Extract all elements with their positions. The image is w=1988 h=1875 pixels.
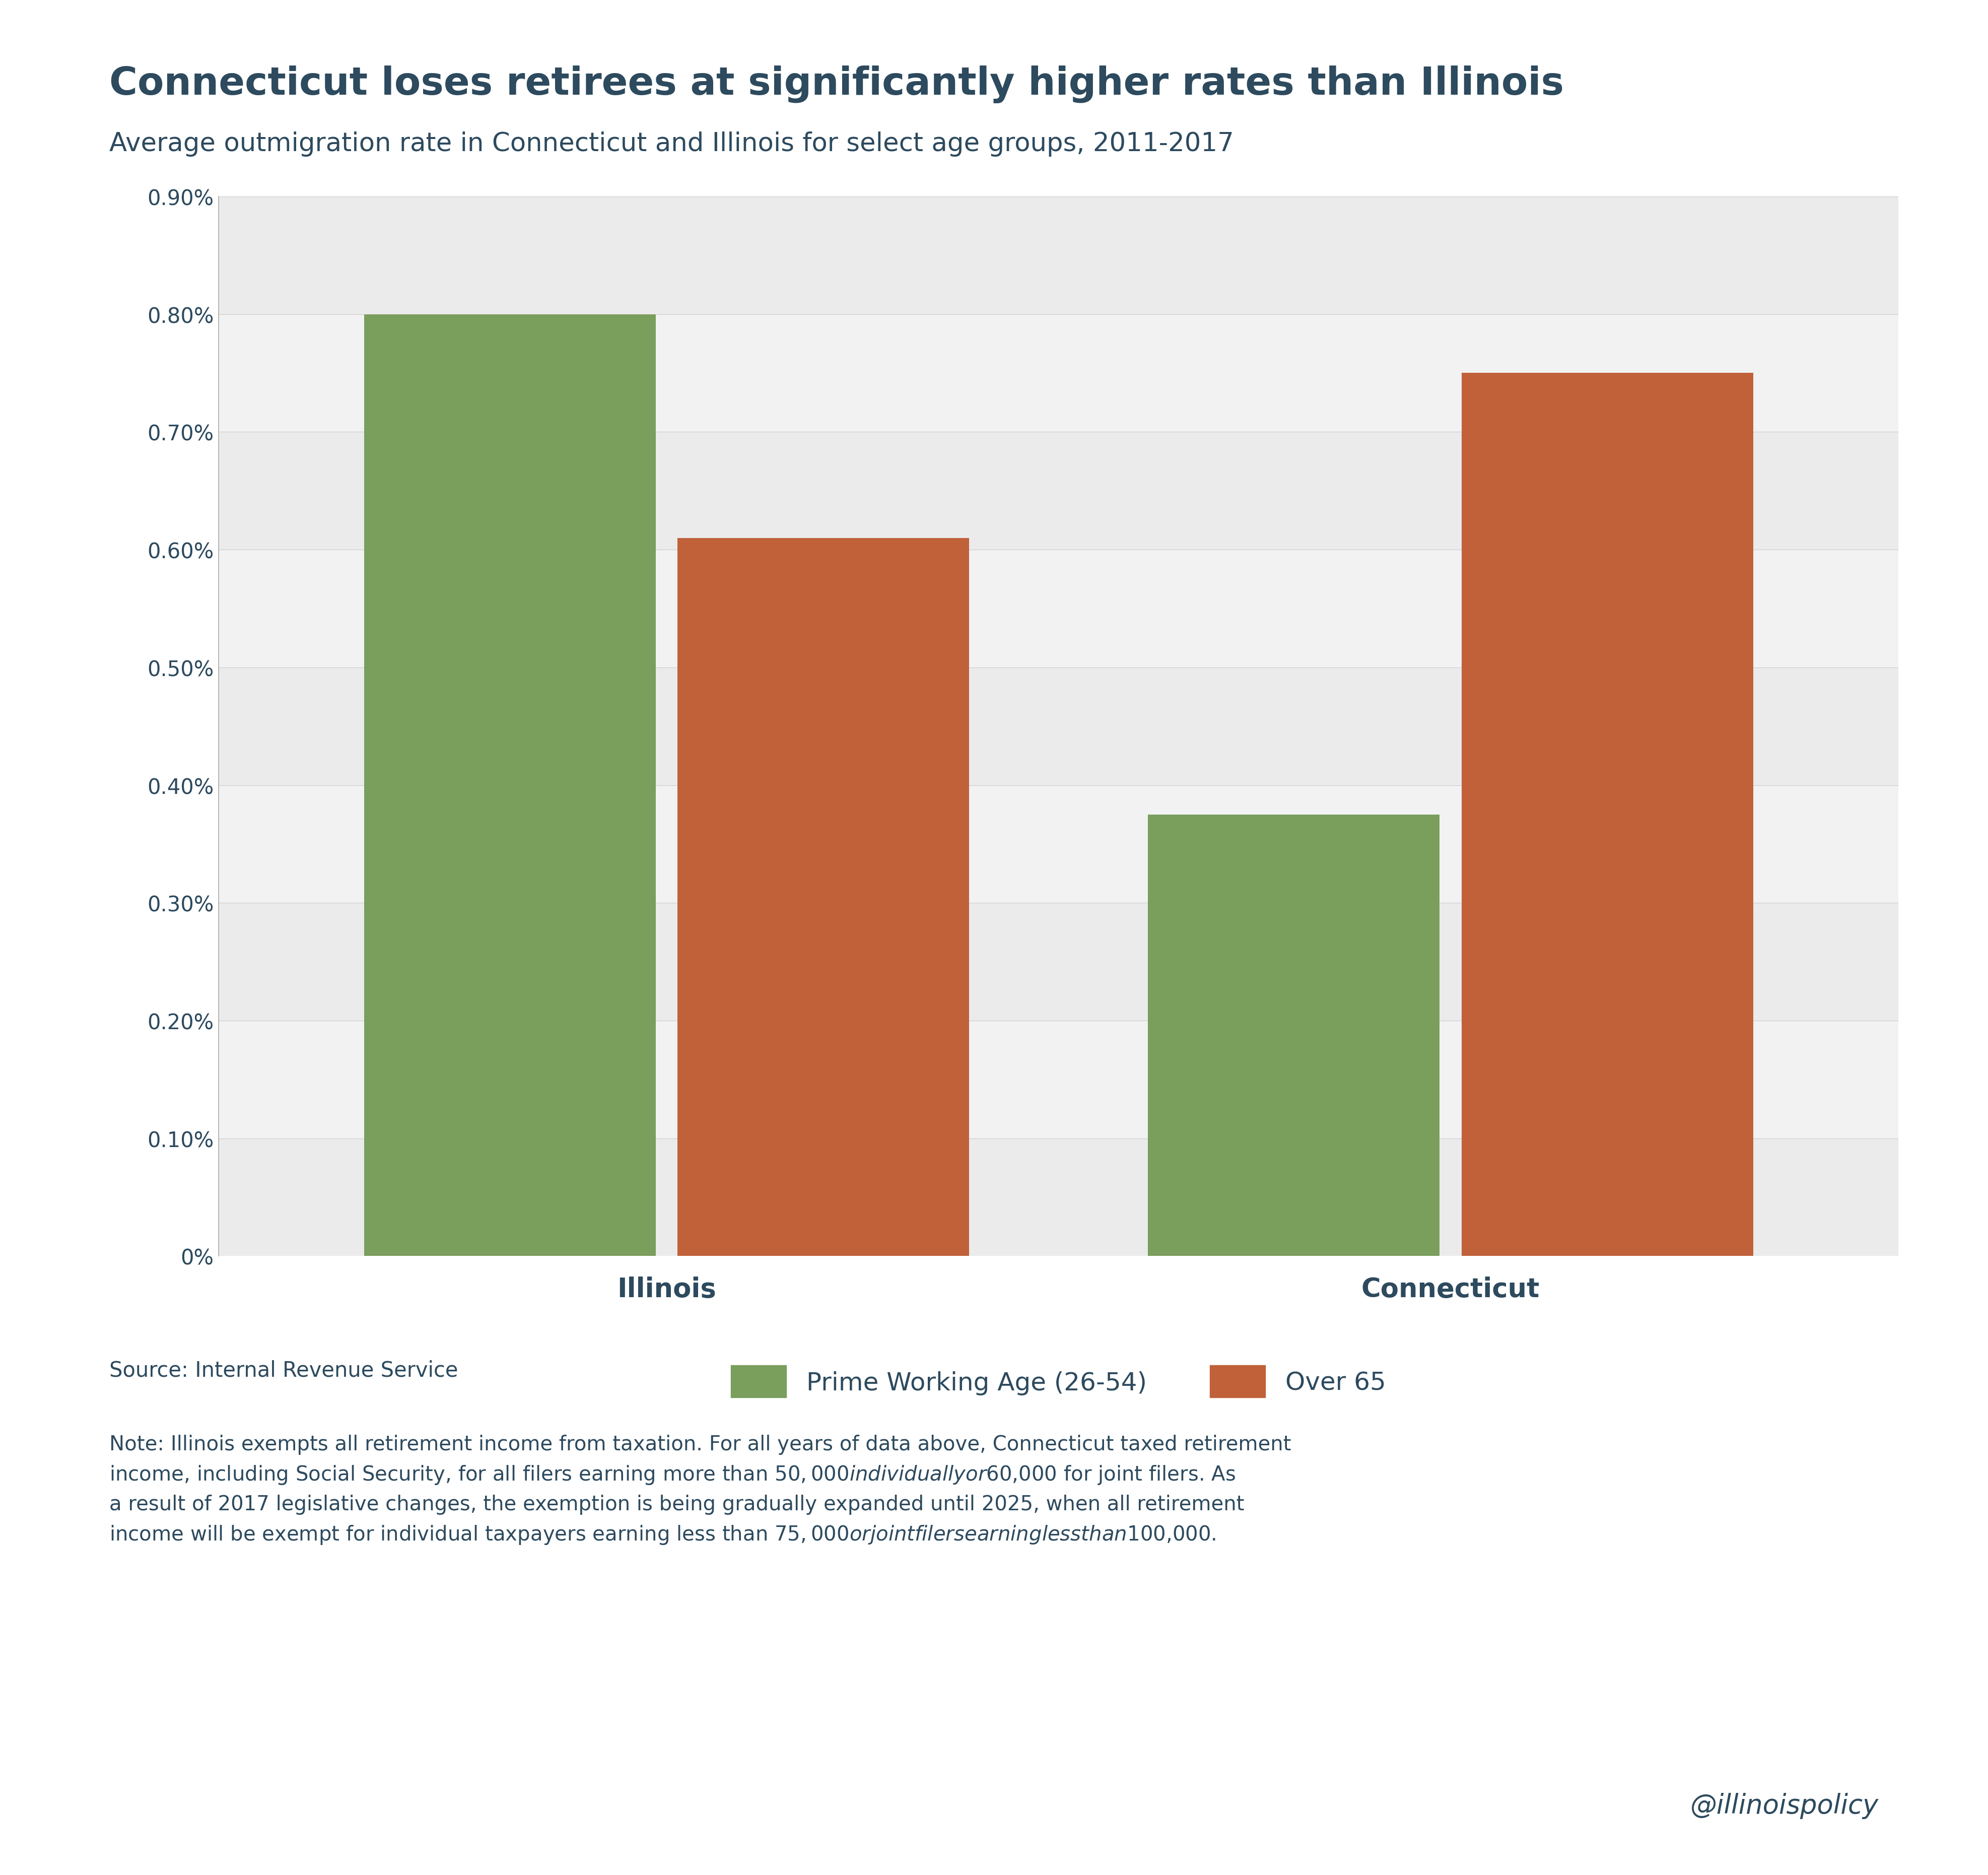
Bar: [219, 1138, 1899, 1256]
Bar: [1461, 373, 1753, 1256]
Text: Average outmigration rate in Connecticut and Illinois for select age groups, 201: Average outmigration rate in Connecticut…: [109, 131, 1235, 156]
Text: Connecticut loses retirees at significantly higher rates than Illinois: Connecticut loses retirees at significan…: [109, 66, 1565, 103]
Text: @illinoispolicy: @illinoispolicy: [1690, 1792, 1879, 1819]
Text: Source: Internal Revenue Service: Source: Internal Revenue Service: [109, 1359, 457, 1380]
Bar: [219, 667, 1899, 786]
Bar: [364, 315, 656, 1256]
Bar: [1147, 816, 1439, 1256]
Bar: [219, 549, 1899, 668]
Text: Note: Illinois exempts all retirement income from taxation. For all years of dat: Note: Illinois exempts all retirement in…: [109, 1434, 1292, 1545]
Bar: [219, 1020, 1899, 1138]
Bar: [219, 904, 1899, 1020]
Bar: [678, 538, 970, 1256]
Bar: [219, 433, 1899, 549]
Bar: [219, 315, 1899, 433]
Bar: [219, 786, 1899, 904]
Legend: Prime Working Age (26-54), Over 65: Prime Working Age (26-54), Over 65: [722, 1356, 1396, 1408]
Bar: [219, 197, 1899, 315]
